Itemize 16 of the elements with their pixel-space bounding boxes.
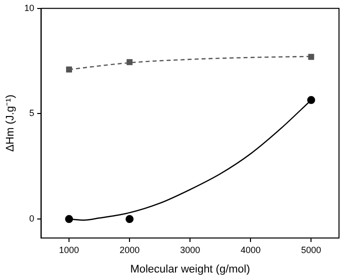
x-axis-title: Molecular weight (g/mol): [130, 263, 250, 276]
x-tick-label: 2000: [120, 244, 140, 255]
point: [126, 215, 134, 224]
y-axis-title: ΔHm (J.g⁻¹): [4, 94, 17, 152]
point: [126, 59, 133, 66]
point: [307, 96, 316, 104]
x-tick-label: 1000: [59, 244, 80, 255]
y-tick-label: 10: [24, 2, 34, 13]
point: [66, 66, 72, 72]
x-tick-label: 5000: [301, 244, 322, 255]
x-tick-label: 3000: [180, 244, 200, 255]
point: [65, 215, 74, 224]
x-tick-label: 4000: [240, 244, 261, 255]
y-tick-label: 5: [29, 108, 34, 118]
y-tick-label: 0: [29, 214, 34, 224]
point: [308, 54, 314, 60]
